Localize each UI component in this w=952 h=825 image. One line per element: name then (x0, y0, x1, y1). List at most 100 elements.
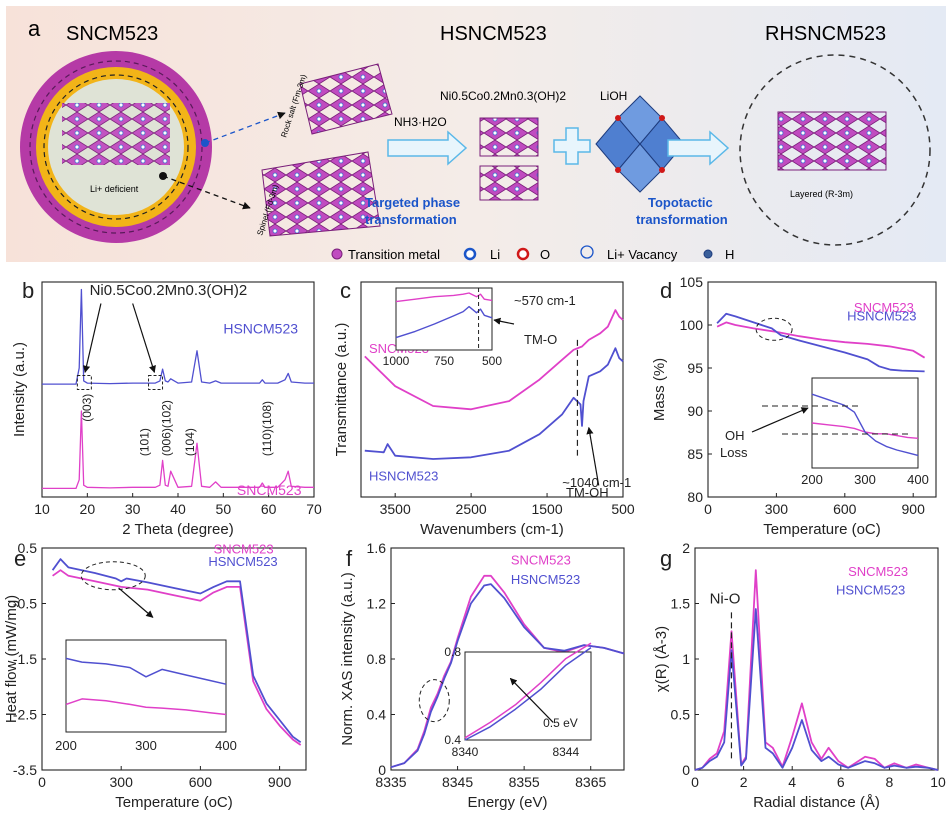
x-tick-label: 500 (611, 501, 635, 517)
legend-h: H (725, 247, 734, 262)
inset-x-tick-label: 8344 (552, 745, 579, 759)
series-label-sncm523: SNCM523 (848, 564, 908, 579)
x-tick-label: 300 (765, 501, 789, 517)
y-axis-label: Norm. XAS intensity (a.u.) (339, 572, 356, 745)
y-tick-label: 90 (687, 403, 703, 419)
y-tick-label: -2.5 (13, 707, 37, 723)
dsc-inset-frame (65, 639, 227, 733)
inset-y-tick-label: 0.4 (444, 733, 461, 747)
oh-loss-arrow (751, 407, 809, 433)
inset-line-hsncm523 (65, 657, 227, 685)
stage-title-rhsncm523: RHSNCM523 (765, 23, 886, 45)
inset-x-tick-label: 200 (801, 472, 823, 487)
panel-label: g (660, 546, 672, 571)
x-axis-label: Radial distance (Å) (753, 794, 880, 811)
arrow-to-layered (667, 130, 730, 166)
inset-x-tick-label: 1000 (383, 354, 410, 368)
shift-label: 0.5 eV (543, 716, 578, 730)
inset-line-hsncm523 (464, 646, 592, 741)
y-tick-label: 95 (687, 360, 703, 376)
hydroxide-annotation: Ni0.5Co0.2Mn0.3(OH)2 (90, 282, 248, 299)
panel-a-schematic: a SNCM523 HSNCM523 RHSNCM523 Li+ deficie… (6, 6, 946, 262)
stage-title-hsncm523: HSNCM523 (440, 23, 547, 45)
panel-e-dsc-chart: e 0 300 600 900 -3.5 -2.5 -1.5 -0.5 0.5 Temperatur… (3, 540, 307, 811)
x-tick-label: 10 (930, 774, 946, 790)
y-tick-label: 1.5 (671, 596, 691, 612)
oh-loss-circle (755, 317, 793, 341)
panel-g-exafs-chart: g 0 2 4 6 8 10 0 0.5 1 1.5 2 Radial distance (Å) χ(R)… (653, 540, 946, 811)
tm-o-arrow (493, 317, 515, 325)
oh-loss-label-2: Loss (720, 445, 748, 460)
x-tick-label: 2500 (456, 501, 487, 517)
peak-label: (101) (138, 428, 152, 456)
x-tick-label: 10 (34, 501, 50, 517)
x-axis-label: Wavenumbers (cm-1) (420, 521, 564, 538)
y-tick-label: 0.5 (671, 707, 691, 723)
inset-line-hsncm523 (395, 305, 493, 339)
x-tick-label: 600 (833, 501, 857, 517)
x-tick-label: 6 (837, 774, 845, 790)
tm-oh-arrow (586, 426, 600, 486)
series-label-hsncm523: HSNCM523 (208, 554, 277, 569)
targeted-label-1: Targeted phase (365, 195, 460, 210)
series-label-hsncm523: HSNCM523 (223, 321, 298, 337)
series-label-hsncm523: HSNCM523 (369, 468, 438, 483)
x-tick-label: 8345 (442, 774, 473, 790)
arrow-to-hydroxide (387, 130, 468, 166)
panel-label: e (14, 546, 26, 571)
exafs-line-HSNCM523 (694, 608, 939, 771)
topotactic-label-2: transformation (636, 212, 728, 227)
y-tick-label: -1.5 (13, 651, 37, 667)
layered-particle-outline (739, 54, 931, 246)
y-tick-label: -3.5 (13, 762, 37, 778)
ftir-inset-frame (395, 287, 493, 351)
x-tick-label: 600 (189, 774, 213, 790)
y-tick-label: 85 (687, 446, 703, 462)
peak-label: (006)(102) (159, 400, 173, 456)
series-label-sncm523: SNCM523 (854, 300, 914, 315)
panel-label: b (22, 278, 34, 303)
panel-label: f (346, 546, 353, 571)
inset-x-tick-label: 200 (55, 738, 77, 753)
ni-o-label: Ni-O (710, 591, 741, 608)
inset-line-hsncm523 (811, 393, 919, 457)
legend-h-icon (703, 249, 713, 259)
tm-o-label: TM-O (524, 332, 557, 347)
legend-vacancy-icon (580, 245, 594, 259)
legend-o-icon (516, 247, 530, 261)
annotation-arrow (83, 303, 102, 374)
xas-line-HSNCM523 (390, 583, 625, 769)
x-tick-label: 900 (902, 501, 926, 517)
inset-x-tick-label: 300 (854, 472, 876, 487)
xrd-line-SNCM523 (42, 410, 314, 490)
y-tick-label: -0.5 (13, 596, 37, 612)
x-axis-label: Energy (eV) (467, 794, 547, 811)
plus-sign (553, 127, 591, 165)
series-label-hsncm523: HSNCM523 (511, 572, 580, 587)
x-tick-label: 0 (704, 501, 712, 517)
inset-line-sncm523 (811, 422, 919, 439)
x-tick-label: 0 (38, 774, 46, 790)
legend-vacancy: Li+ Vacancy (607, 247, 678, 262)
x-axis-label: 2 Theta (degree) (122, 521, 233, 538)
x-tick-label: 50 (216, 501, 232, 517)
tga-line-SNCM523 (716, 321, 926, 359)
dsc-line-HSNCM523 (51, 558, 302, 744)
topotactic-label-1: Topotactic (648, 195, 713, 210)
layered-structure (777, 111, 887, 171)
x-tick-label: 20 (80, 501, 96, 517)
y-tick-label: 0.5 (18, 540, 38, 556)
shift-arrow (509, 677, 554, 723)
y-tick-label: 80 (687, 489, 703, 505)
y-tick-label: 1 (682, 651, 690, 667)
tm-oh-label: TM-OH (566, 485, 609, 500)
y-axis-label: Mass (%) (651, 358, 668, 421)
layered-label: Layered (R-3m) (790, 189, 853, 199)
inset-line-sncm523 (395, 292, 493, 303)
x-tick-label: 30 (125, 501, 141, 517)
x-tick-label: 8365 (575, 774, 606, 790)
y-tick-label: 1.6 (367, 540, 387, 556)
inset-x-tick-label: 750 (434, 354, 454, 368)
nh3-h2o-label: NH3·H2O (394, 115, 447, 129)
tga-line-HSNCM523 (716, 312, 925, 373)
